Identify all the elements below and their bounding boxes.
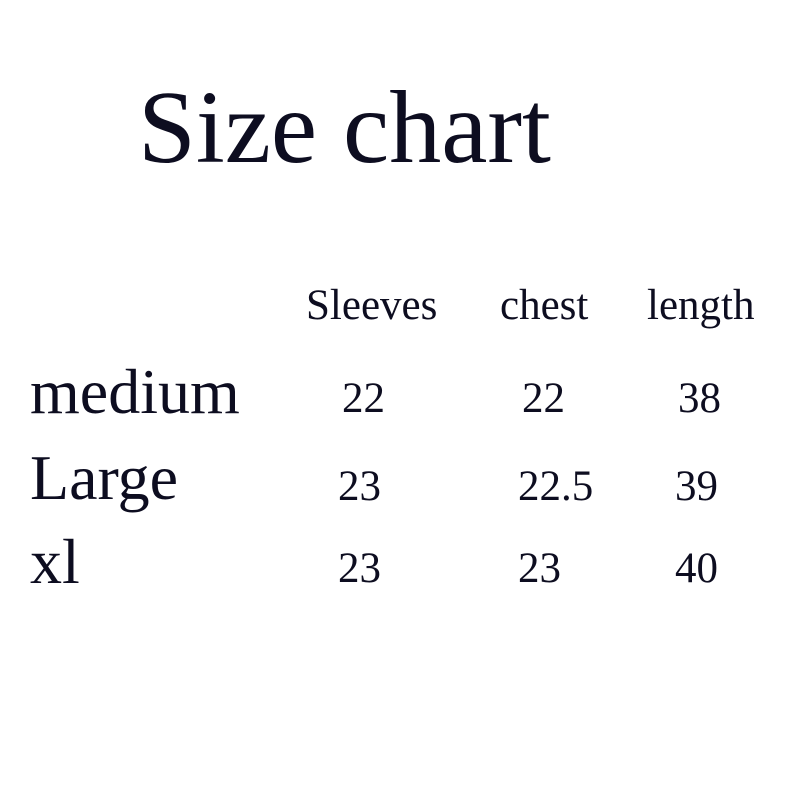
row-label: Large (30, 442, 179, 513)
cell-value: 22 (342, 375, 385, 422)
cell-value: 40 (675, 545, 718, 592)
row-label: medium (30, 356, 240, 427)
column-header-sleeves: Sleeves (306, 282, 438, 329)
cell-value: 23 (338, 463, 381, 510)
column-header-chest: chest (500, 282, 589, 329)
cell-value: 23 (518, 545, 561, 592)
cell-value: 23 (338, 545, 381, 592)
row-label: xl (30, 526, 80, 597)
cell-value: 39 (675, 463, 718, 510)
page-title: Size chart (138, 70, 551, 185)
cell-value: 22.5 (518, 463, 594, 510)
column-header-length: length (647, 282, 755, 329)
cell-value: 22 (522, 375, 565, 422)
cell-value: 38 (678, 375, 721, 422)
